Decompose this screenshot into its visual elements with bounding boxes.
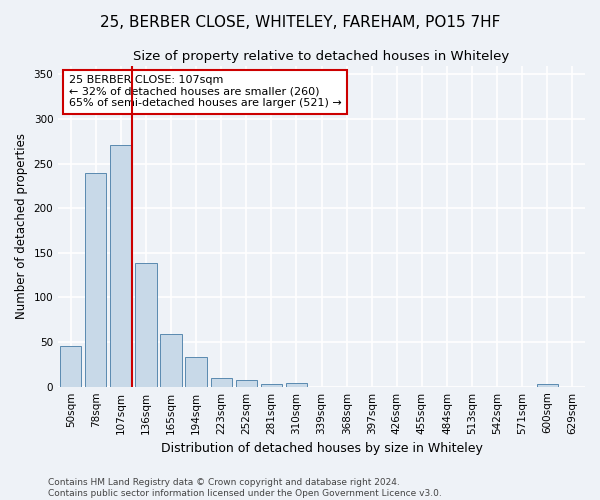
Bar (136, 262, 157, 386)
Bar (185, 357, 207, 386)
Text: Contains HM Land Registry data © Crown copyright and database right 2024.
Contai: Contains HM Land Registry data © Crown c… (48, 478, 442, 498)
Bar (160, 334, 182, 386)
X-axis label: Distribution of detached houses by size in Whiteley: Distribution of detached houses by size … (161, 442, 482, 455)
Y-axis label: Number of detached properties: Number of detached properties (15, 133, 28, 319)
Bar (85, 174, 106, 386)
Bar (110, 145, 131, 386)
Text: 25, BERBER CLOSE, WHITELEY, FAREHAM, PO15 7HF: 25, BERBER CLOSE, WHITELEY, FAREHAM, PO1… (100, 15, 500, 30)
Bar (261, 384, 282, 386)
Bar (537, 384, 558, 386)
Bar (236, 380, 257, 386)
Title: Size of property relative to detached houses in Whiteley: Size of property relative to detached ho… (133, 50, 510, 63)
Bar (286, 383, 307, 386)
Bar (211, 378, 232, 386)
Bar (60, 346, 82, 387)
Text: 25 BERBER CLOSE: 107sqm
← 32% of detached houses are smaller (260)
65% of semi-d: 25 BERBER CLOSE: 107sqm ← 32% of detache… (69, 75, 341, 108)
